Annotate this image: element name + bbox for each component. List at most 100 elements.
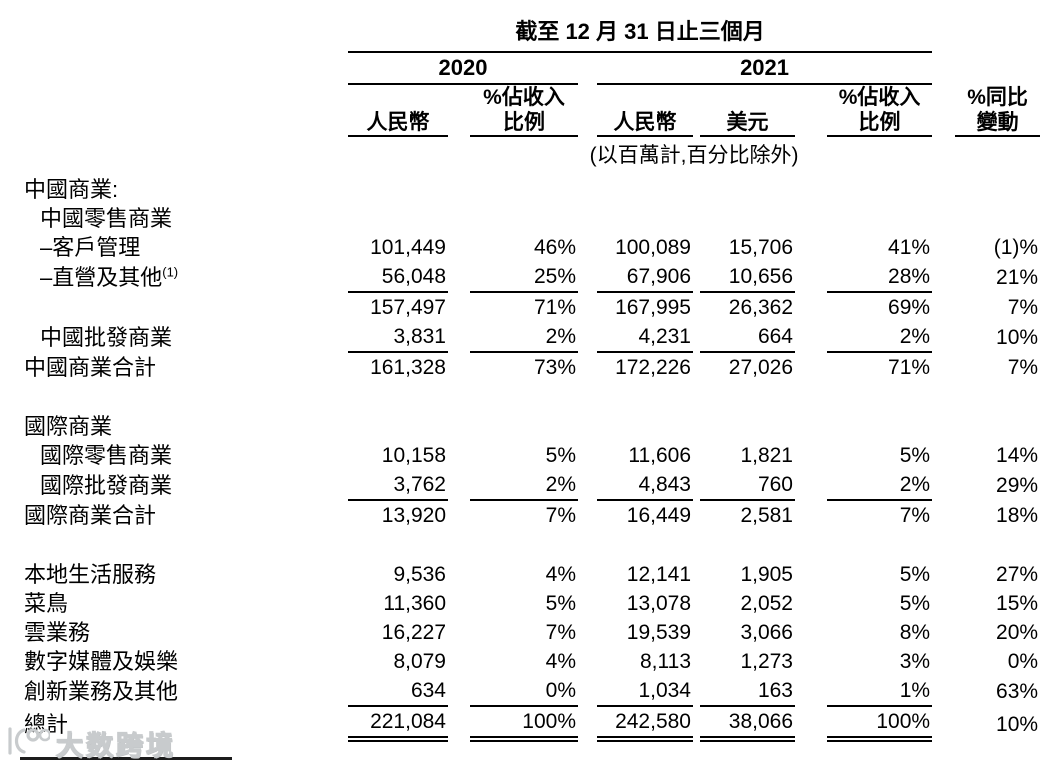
row-intl-retail: 國際零售商業 10,158 5% 11,606 1,821 5% 14%	[0, 441, 1040, 470]
footnote-ref-1: (1)	[162, 264, 179, 280]
cell-pct-2020: 100%	[470, 706, 578, 742]
cell-rmb-2020: 221,084	[348, 706, 448, 742]
cell-rmb-2020: 10,158	[381, 444, 446, 467]
row-china-retail-heading: 中國零售商業	[0, 204, 1040, 233]
cell-rmb-2021: 12,141	[626, 563, 691, 586]
cell-rmb-2020: 101,449	[370, 236, 446, 259]
cell-rmb-2020: 634	[348, 676, 448, 707]
col-header-usd-2021: 美元	[700, 84, 795, 137]
cell-pct-2021: 8%	[899, 621, 931, 644]
cell-yoy: 15%	[996, 592, 1039, 615]
cell-pct-2021: 5%	[899, 444, 931, 467]
cell-usd-2021: 1,273	[740, 650, 793, 673]
row-label: 雲業務	[24, 620, 91, 645]
row-label: 國際批發商業	[40, 473, 173, 498]
cell-pct-2021: 1%	[827, 676, 933, 707]
cell-yoy: 0%	[1007, 650, 1039, 673]
cell-pct-2020: 46%	[533, 236, 576, 259]
cell-yoy: (1)%	[993, 236, 1039, 259]
row-china-retail-subtotal: 157,497 71% 167,995 26,362 69% 7%	[0, 292, 1040, 322]
row-label: 中國批發商業	[40, 325, 173, 350]
column-header-row: 人民幣 %佔收入 比例 人民幣 美元 %佔收入 比例	[0, 84, 1041, 137]
cell-rmb-2021: 4,231	[597, 322, 693, 353]
cell-usd-2021: 2,581	[740, 504, 793, 527]
cell-pct-2020: 71%	[533, 296, 576, 319]
row-label: –客戶管理	[40, 235, 141, 260]
cell-pct-2020: 2%	[470, 322, 578, 353]
row-label: 中國零售商業	[40, 206, 173, 231]
row-label: 數字媒體及娛樂	[24, 649, 179, 674]
cell-usd-2021: 1,905	[740, 563, 793, 586]
cell-rmb-2021: 167,995	[615, 296, 691, 319]
cell-pct-2020: 7%	[545, 504, 576, 527]
row-china-commerce-heading: 中國商業:	[0, 175, 1040, 204]
col-header-pct-revenue-2020: %佔收入 比例	[470, 84, 578, 137]
revenue-segment-table: 截至 12 月 31 日止三個月 2020 2021 人民幣 %佔收入 比例	[0, 0, 1041, 742]
year-2020-header: 2020	[348, 52, 578, 85]
cell-rmb-2020: 157,497	[370, 296, 446, 319]
cell-pct-2021: 2%	[827, 470, 933, 501]
cell-pct-2020: 7%	[545, 621, 576, 644]
cell-usd-2021: 15,706	[728, 236, 793, 259]
row-label: 菜鳥	[24, 591, 69, 616]
row-china-wholesale: 中國批發商業 3,831 2% 4,231 664 2% 10%	[0, 322, 1040, 353]
row-cainiao: 菜鳥 11,360 5% 13,078 2,052 5% 15%	[0, 589, 1040, 618]
cell-rmb-2021: 67,906	[597, 262, 693, 293]
cell-yoy: 20%	[996, 621, 1039, 644]
cell-pct-2020: 5%	[545, 592, 576, 615]
row-label: 總計	[24, 712, 69, 737]
cell-yoy: 10%	[996, 326, 1039, 349]
cell-pct-2021: 5%	[899, 592, 931, 615]
cell-pct-2020: 0%	[470, 676, 578, 707]
cell-usd-2021: 1,821	[740, 444, 793, 467]
cell-pct-2021: 69%	[888, 296, 931, 319]
cell-usd-2021: 10,656	[700, 262, 795, 293]
col-header-yoy-change: %同比 變動	[955, 84, 1041, 137]
row-label: 創新業務及其他	[24, 679, 179, 704]
cell-yoy: 18%	[996, 504, 1039, 527]
cell-usd-2021: 760	[700, 470, 795, 501]
row-label: 國際商業	[24, 414, 113, 439]
cell-pct-2021: 100%	[827, 706, 933, 742]
cell-rmb-2021: 13,078	[626, 592, 691, 615]
cell-rmb-2020: 56,048	[348, 262, 448, 293]
cell-usd-2021: 3,066	[740, 621, 793, 644]
cell-yoy: 14%	[996, 444, 1039, 467]
section-spacer	[0, 530, 1040, 560]
col-header-rmb-2020: 人民幣	[348, 84, 448, 137]
col-header-rmb-2021: 人民幣	[597, 84, 693, 137]
row-direct-sales-others: –直營及其他(1) 56,048 25% 67,906 10,656 28% 2…	[0, 262, 1040, 293]
cell-pct-2020: 4%	[545, 650, 576, 673]
row-intl-commerce-heading: 國際商業	[0, 412, 1040, 441]
cell-pct-2021: 41%	[888, 236, 931, 259]
row-china-commerce-total: 中國商業合計 161,328 73% 172,226 27,026 71% 7%	[0, 352, 1040, 382]
cell-rmb-2020: 9,536	[393, 563, 446, 586]
cell-rmb-2020: 3,762	[348, 470, 448, 501]
cell-pct-2020: 5%	[545, 444, 576, 467]
cell-pct-2021: 28%	[827, 262, 933, 293]
cell-usd-2021: 664	[700, 322, 795, 353]
cell-pct-2021: 2%	[827, 322, 933, 353]
cell-pct-2020: 25%	[470, 262, 578, 293]
cell-rmb-2020: 13,920	[381, 504, 446, 527]
row-digital-media-entertainment: 數字媒體及娛樂 8,079 4% 8,113 1,273 3% 0%	[0, 647, 1040, 676]
cell-pct-2021: 71%	[888, 356, 931, 379]
cell-rmb-2021: 100,089	[615, 236, 691, 259]
year-group-row: 2020 2021	[0, 52, 1040, 85]
unit-note: (以百萬計,百分比除外)	[589, 144, 799, 167]
cell-rmb-2021: 16,449	[626, 504, 691, 527]
cell-pct-2020: 2%	[470, 470, 578, 501]
cell-usd-2021: 27,026	[728, 356, 793, 379]
cell-rmb-2021: 4,843	[597, 470, 693, 501]
row-label: –直營及其他(1)	[40, 264, 179, 290]
cell-rmb-2021: 19,539	[626, 621, 691, 644]
section-spacer	[0, 382, 1040, 412]
footnote-separator-line	[20, 757, 232, 760]
cell-rmb-2021: 1,034	[597, 676, 693, 707]
cell-pct-2020: 4%	[545, 563, 576, 586]
cell-usd-2021: 26,362	[728, 296, 793, 319]
cell-rmb-2020: 8,079	[393, 650, 446, 673]
cell-usd-2021: 2,052	[740, 592, 793, 615]
cell-pct-2021: 7%	[899, 504, 931, 527]
